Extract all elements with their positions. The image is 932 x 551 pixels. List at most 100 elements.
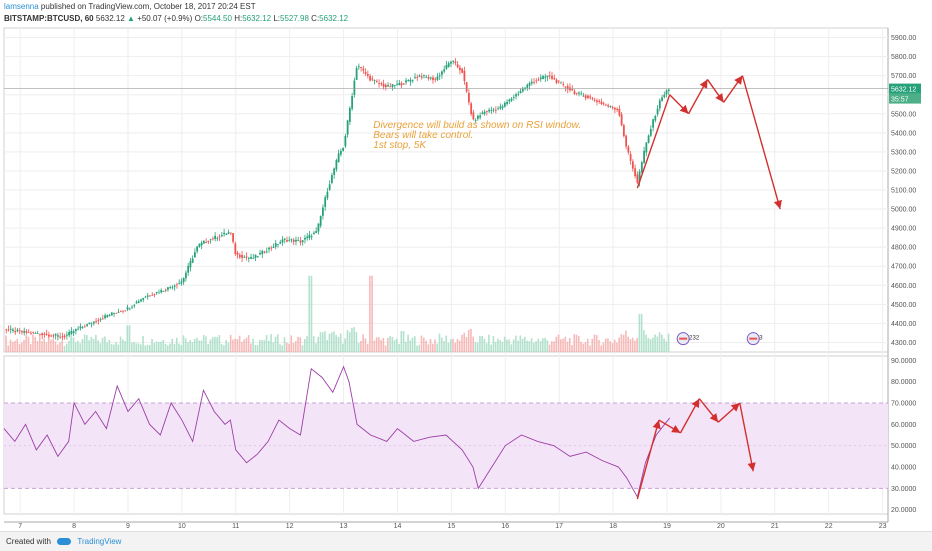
volume-bar: [198, 340, 200, 352]
candle: [122, 310, 124, 312]
price-tick-label: 4900.00: [891, 226, 916, 233]
candle: [110, 312, 113, 316]
candle: [211, 238, 214, 240]
candle: [313, 232, 315, 235]
volume-bar: [456, 338, 459, 352]
chart-canvas[interactable]: 7 8 9 10 11 12 13 14 15 16 17 18 19 20 21 22 23 4300.00 44…: [0, 0, 932, 531]
price-tick-label: 5700.00: [891, 73, 916, 80]
x-tick-label: 18: [609, 523, 617, 530]
volume-bar: [119, 336, 122, 352]
volume-bar: [283, 337, 286, 352]
candle: [510, 98, 513, 101]
volume-bar: [135, 343, 138, 352]
candle: [656, 108, 659, 115]
volume-bar: [79, 343, 81, 352]
volume-bar: [238, 335, 241, 352]
rsi-tick-label: 80.0000: [891, 379, 916, 386]
rsi-line: [3, 365, 671, 499]
candle: [499, 106, 502, 109]
volume-bar: [223, 345, 225, 352]
volume-bar: [497, 338, 499, 352]
candle: [99, 319, 102, 321]
candle: [654, 116, 657, 121]
volume-bar: [452, 338, 454, 352]
volume-bar: [252, 338, 254, 352]
candle: [119, 310, 122, 312]
volume-bar: [166, 345, 169, 352]
volume-bar: [5, 335, 7, 352]
author-link[interactable]: lamsenna: [4, 2, 39, 11]
candle: [247, 257, 250, 259]
candle: [104, 315, 106, 319]
volume-bar: [503, 336, 506, 352]
candle: [232, 233, 234, 242]
volume-bar: [178, 343, 180, 352]
volume-bar: [259, 339, 261, 352]
volume-bar: [501, 341, 504, 352]
volume-bar: [241, 342, 243, 352]
candle: [553, 78, 556, 80]
candle: [153, 294, 156, 295]
candle: [479, 115, 482, 118]
candle: [202, 241, 205, 244]
volume-bar: [661, 334, 663, 352]
candle: [315, 231, 318, 234]
volume-bar: [232, 339, 234, 352]
volume-bar: [647, 337, 650, 352]
volume-bar: [27, 336, 30, 352]
candle: [207, 240, 210, 242]
volume-bar: [584, 342, 587, 352]
volume-bar: [292, 343, 295, 352]
volume-bar: [465, 337, 468, 352]
event-badge-1-stripe: [679, 337, 688, 340]
candle: [324, 197, 327, 207]
volume-bar: [391, 336, 394, 352]
volume-bar: [133, 341, 135, 352]
volume-bar: [600, 345, 603, 352]
candle: [409, 79, 412, 82]
candle: [25, 331, 28, 333]
volume-bar: [418, 344, 421, 352]
candle: [223, 232, 226, 235]
volume-bar: [593, 334, 596, 352]
volume-bar: [425, 340, 427, 352]
volume-bar: [353, 327, 355, 352]
rsi-tick-label: 20.0000: [891, 507, 916, 514]
candle: [88, 322, 91, 325]
low-value: 5527.98: [280, 14, 309, 23]
countdown-tag-bg: [889, 93, 921, 104]
candle: [658, 100, 661, 109]
volume-bar: [429, 338, 432, 352]
x-tick-label: 17: [555, 523, 563, 530]
candle: [618, 108, 621, 116]
candle: [297, 240, 300, 241]
candle: [63, 335, 66, 338]
candle: [86, 324, 88, 326]
volume-bar: [277, 334, 279, 352]
candle: [402, 83, 405, 85]
candle: [407, 79, 410, 82]
tradingview-brand-link[interactable]: TradingView: [77, 537, 122, 546]
volume-bar: [247, 335, 250, 352]
volume-bar: [303, 338, 306, 352]
volume-bar: [533, 342, 535, 352]
volume-bar: [250, 343, 252, 352]
candle: [108, 315, 111, 316]
candle: [198, 243, 201, 247]
candle: [142, 297, 145, 300]
price-tick-label: 5000.00: [891, 207, 916, 214]
candle: [488, 109, 491, 112]
price-projection-arrow-segment: [669, 94, 690, 115]
volume-bar: [20, 342, 23, 352]
volume-bar: [438, 333, 441, 352]
volume-bar: [182, 335, 185, 352]
candle: [265, 251, 268, 253]
candle: [609, 106, 612, 107]
volume-bar: [229, 334, 232, 352]
candle: [164, 289, 167, 291]
volume-bar: [360, 340, 362, 352]
volume-bar: [124, 341, 126, 352]
candle: [115, 312, 118, 314]
candle: [144, 296, 147, 298]
price-tick-label: 4800.00: [891, 245, 916, 252]
